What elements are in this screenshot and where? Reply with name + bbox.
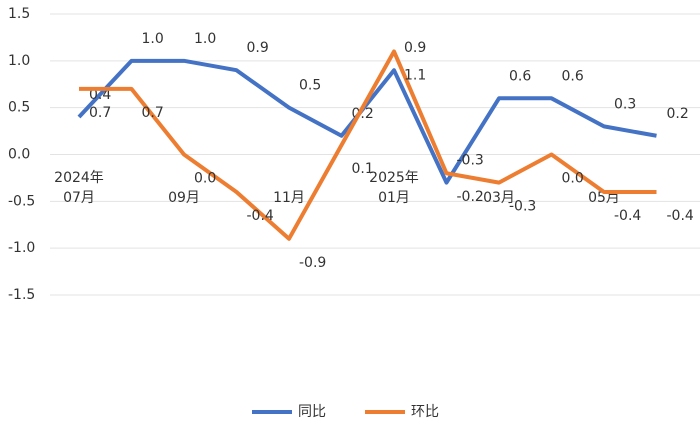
data-label: -0.3 [509,199,536,215]
data-label: 0.5 [299,78,321,94]
data-label: 0.7 [89,105,111,121]
y-tick-label: -0.5 [8,193,35,209]
x-tick-label: 11月 [273,190,305,206]
legend-item: 同比 [252,404,326,420]
data-label: -0.3 [457,153,484,169]
x-tick-label: 2025年 01月 [369,170,419,206]
data-label: 0.9 [404,40,426,56]
x-tick-label: 05月 [588,190,620,206]
y-tick-label: -1.0 [8,240,35,256]
data-label: -0.9 [299,255,326,271]
data-label: 0.3 [614,96,636,112]
legend-label: 环比 [411,404,439,420]
data-label: 1.0 [194,31,216,47]
line [77,58,657,185]
y-tick-label: -1.5 [8,287,35,303]
legend-label: 同比 [298,404,326,420]
y-tick-label: 1.0 [8,53,30,69]
line [79,49,657,241]
data-label: 0.9 [247,40,269,56]
legend-item: 环比 [365,404,439,420]
data-label: 1.0 [142,31,164,47]
data-label: -0.4 [614,208,641,224]
data-label: 0.6 [562,68,584,84]
data-label: -0.4 [667,208,694,224]
data-label: 0.2 [667,106,689,122]
data-label: 0.1 [352,161,374,177]
y-tick-label: 1.5 [8,6,30,22]
x-tick-label: 2024年 07月 [54,170,104,206]
data-label: 1.1 [404,67,426,83]
data-label: 0.4 [89,87,111,103]
data-label: 0.0 [194,171,216,187]
data-label: 0.6 [509,68,531,84]
data-label: -0.2 [457,189,484,205]
data-label: -0.4 [247,208,274,224]
x-tick-label: 03月 [483,190,515,206]
data-label: 0.7 [142,105,164,121]
y-tick-label: 0.5 [8,100,30,116]
y-tick-label: 0.0 [8,147,30,163]
data-label: 0.0 [562,171,584,187]
x-tick-label: 09月 [168,190,200,206]
